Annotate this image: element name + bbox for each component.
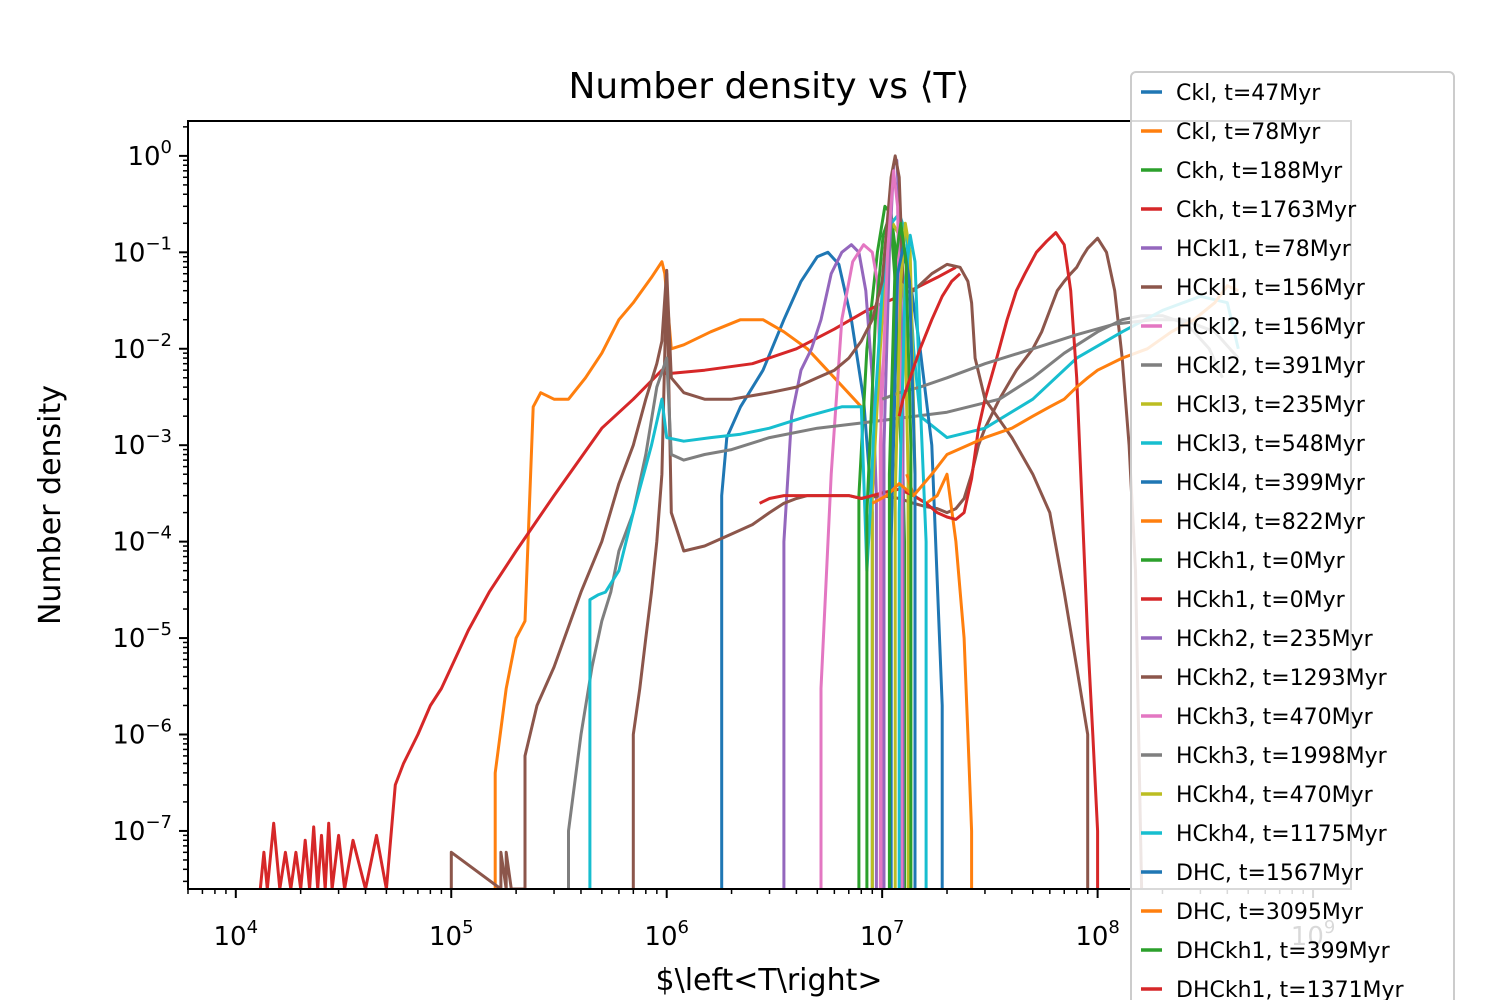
legend-label-20: DHC, t=1567Myr <box>1176 861 1364 886</box>
x-axis: 104105106107108109 <box>187 889 1335 952</box>
legend-label-15: HCkh2, t=1293Myr <box>1176 666 1388 691</box>
x-tick-label-0: 104 <box>214 917 259 952</box>
series-line-15 <box>449 154 1090 889</box>
legend-label-3: Ckh, t=1763Myr <box>1176 198 1357 223</box>
series-line-3 <box>258 265 957 889</box>
series-line-9 <box>588 212 1240 889</box>
x-axis-label: $\left<T\right> <box>656 963 883 998</box>
series-line-13 <box>758 231 1100 889</box>
legend-label-21: DHC, t=3095Myr <box>1176 900 1364 925</box>
series-line-22 <box>887 221 913 889</box>
legend-label-11: HCkl4, t=822Myr <box>1176 510 1366 535</box>
x-tick-label-4: 108 <box>1075 917 1120 952</box>
legend-label-14: HCkh2, t=235Myr <box>1176 627 1374 652</box>
series-line-23 <box>897 272 962 417</box>
x-tick-label-3: 107 <box>860 917 905 952</box>
legend-label-7: HCkl2, t=391Myr <box>1176 354 1366 379</box>
series-line-19 <box>897 233 928 889</box>
legend-label-17: HCkh3, t=1998Myr <box>1176 744 1388 769</box>
series-line-1 <box>493 260 863 889</box>
legend-label-1: Ckl, t=78Myr <box>1176 120 1321 145</box>
y-axis-label: Number density <box>33 385 68 625</box>
legend-label-13: HCkh1, t=0Myr <box>1176 588 1346 613</box>
legend-label-22: DHCkh1, t=399Myr <box>1176 939 1391 964</box>
x-tick-label-2: 106 <box>644 917 689 952</box>
y-tick-label-4: 10−4 <box>112 523 172 558</box>
legend-label-2: Ckh, t=188Myr <box>1176 159 1343 184</box>
legend-label-18: HCkh4, t=470Myr <box>1176 783 1374 808</box>
series-line-7 <box>567 314 1224 889</box>
legend-label-23: DHCkh1, t=1371Myr <box>1176 978 1405 1000</box>
legend-label-12: HCkh1, t=0Myr <box>1176 549 1346 574</box>
legend-items: Ckl, t=47Myr Ckl, t=78Myr Ckh, t=188Myr Ckh… <box>1141 81 1405 1000</box>
legend-label-5: HCkl1, t=156Myr <box>1176 276 1366 301</box>
y-tick-label-1: 10−1 <box>112 233 172 268</box>
legend-label-0: Ckl, t=47Myr <box>1176 81 1321 106</box>
series-line-0 <box>720 250 874 889</box>
y-tick-label-5: 10−5 <box>112 619 172 654</box>
legend: Ckl, t=47Myr Ckl, t=78Myr Ckh, t=188Myr Ckh… <box>1130 71 1455 1000</box>
y-tick-label-3: 10−3 <box>112 426 172 461</box>
legend-label-19: HCkh4, t=1175Myr <box>1176 822 1388 847</box>
y-tick-label-0: 100 <box>127 137 172 172</box>
legend-label-16: HCkh3, t=470Myr <box>1176 705 1374 730</box>
y-tick-label-2: 10−2 <box>112 330 172 365</box>
y-axis: 100 10−1 10−2 10−3 10−4 10−5 10−6 10−7 <box>112 126 188 883</box>
y-tick-label-6: 10−6 <box>112 716 172 751</box>
legend-label-4: HCkl1, t=78Myr <box>1176 237 1352 262</box>
legend-box <box>1130 71 1455 1000</box>
legend-label-6: HCkl2, t=156Myr <box>1176 315 1366 340</box>
y-tick-label-7: 10−7 <box>112 812 172 847</box>
series-line-4 <box>782 243 878 889</box>
legend-label-9: HCkl3, t=548Myr <box>1176 432 1366 457</box>
legend-label-10: HCkl4, t=399Myr <box>1176 471 1366 496</box>
chart-title: Number density vs ⟨T⟩ <box>568 66 969 107</box>
legend-label-8: HCkl3, t=235Myr <box>1176 393 1366 418</box>
x-tick-label-1: 105 <box>429 917 474 952</box>
